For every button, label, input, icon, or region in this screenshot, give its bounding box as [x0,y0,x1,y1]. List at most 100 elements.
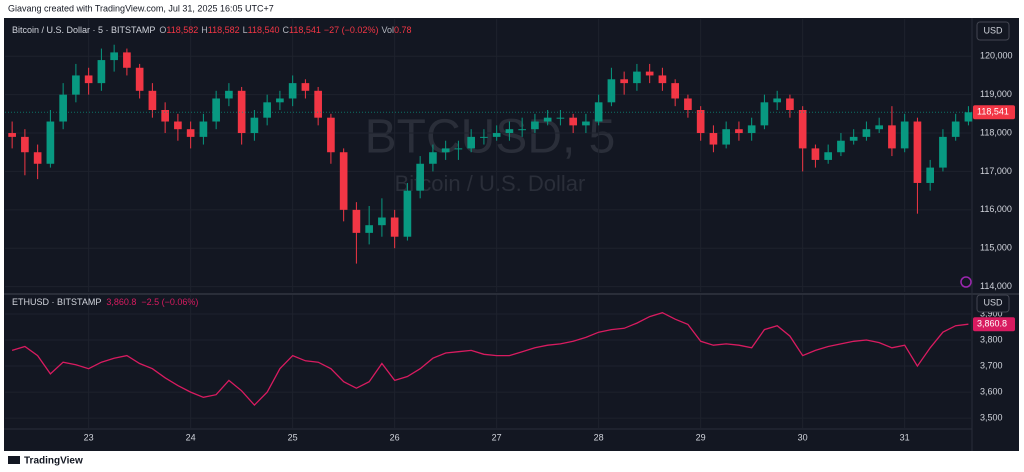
candle-body [161,110,169,122]
candle-body [696,110,705,134]
legend-field-value: 118,582 [208,25,240,35]
candle-body [441,148,450,153]
candle-body [263,102,271,118]
y-tick-label: 117,000 [980,166,1012,176]
y-tick-label: 3,600 [980,386,1003,396]
candle-body [492,133,501,137]
last-price-tag [973,105,1015,120]
candle-body [148,90,157,110]
x-tick-label: 25 [288,432,298,442]
candle-body [21,136,29,153]
y-tick-label: 3,900 [980,308,1003,318]
candle-body [594,102,603,122]
candle-body [531,121,539,130]
legend-field-label: O [159,25,166,35]
x-tick-label: 28 [594,432,604,442]
legend-field-label: Vol [381,25,394,35]
candle-body [403,190,412,237]
candle-body [811,148,820,160]
candle-body [174,121,182,130]
legend-field-label: C [283,25,290,35]
watermark-subtitle: Bitcoin / U.S. Dollar [395,171,586,196]
alert-icon[interactable] [960,276,972,288]
candle-body [824,152,832,160]
candle-body [46,121,55,164]
candle-body [556,117,565,119]
candle-body [543,117,552,122]
candle-body [199,121,208,137]
candle-body [454,148,463,150]
legend-field-value: 118,541 [289,25,321,35]
x-tick-label: 26 [390,432,400,442]
candle-body [620,79,628,84]
x-tick-label: 23 [84,432,94,442]
legend-value: 3,860.8 [106,297,136,307]
last-price-tag [973,317,1015,332]
candle-body [250,117,259,134]
currency-button[interactable] [976,21,1010,41]
legend-field-value: 0.78 [394,25,412,35]
candle-body [709,133,718,145]
watermark-title: BTCUSD, 5 [365,111,616,164]
candle-body [110,52,118,61]
candle-body [875,125,884,130]
y-tick-label: 3,700 [980,360,1003,370]
price-line [11,312,969,407]
x-tick-label: 31 [900,432,910,442]
btc-legend: Bitcoin / U.S. Dollar · 5 · BITSTAMP O118… [12,25,412,35]
currency-button[interactable] [976,294,1010,313]
candle-body [135,67,144,91]
last-price-label: 3,860.8 [977,319,1007,329]
candle-body [480,136,488,138]
y-tick-label: 115,000 [980,243,1012,253]
logo-mark [8,456,20,464]
x-tick-label: 24 [186,432,196,442]
credit: Giavang created with TradingView.com, Ju… [8,3,274,13]
currency-label[interactable]: USD [983,297,1003,307]
tradingview-logo [8,456,20,464]
legend-change: −27 (−0.02%) [324,25,379,35]
candle-body [722,129,730,145]
y-tick-label: 3,800 [980,334,1003,344]
candle-body [8,133,16,137]
candle-body [365,225,373,233]
candle-body [429,152,437,164]
marks: 23 24 25 26 27 28 29 30 31 114,000 115,000 116,000 1… [5,19,1015,442]
candle-body [518,129,526,131]
candle-body [301,83,310,91]
candle-body [505,129,514,134]
candle-body [84,75,93,84]
x-tick-label: 27 [492,432,502,442]
y-tick-label: 120,000 [980,51,1013,61]
y-tick-label: 116,000 [980,204,1012,214]
candle-body [416,163,424,191]
candle-body [735,129,743,134]
eth-legend: ETHUSD · BITSTAMP 3,860.8 −2.5 (−0.06%) [12,297,198,307]
brand: TradingView [24,456,83,467]
x-tick-label: 29 [696,432,706,442]
candle-body [951,121,960,137]
candle-body [582,121,590,126]
chart-background [4,18,1019,451]
candle-body [186,129,195,137]
candle-body [926,167,935,183]
legend-field-value: 118,582 [166,25,198,35]
candle-body [964,112,973,122]
candle-body [225,90,233,99]
candle-body [913,121,922,183]
candle-body [747,125,756,134]
y-tick-label: 3,500 [980,412,1003,422]
currency-label[interactable]: USD [983,25,1003,35]
candle-body [900,121,909,149]
legend-symbol: Bitcoin / U.S. Dollar · 5 · BITSTAMP [12,25,155,35]
candle-body [773,98,781,103]
candle-body [237,90,246,134]
candle-body [939,136,947,168]
candle-body [888,125,896,149]
candle-body [276,98,284,103]
candle-body [849,136,858,141]
legend-field-label: H [201,25,208,35]
candle-body [467,136,475,149]
candle-body [314,90,322,118]
